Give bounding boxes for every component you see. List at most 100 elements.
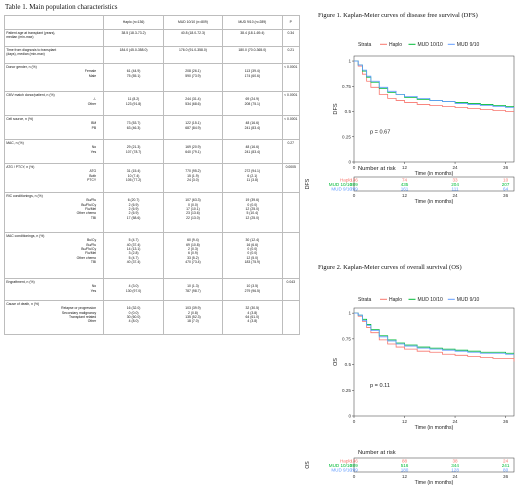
value: 18 (7.0): [187, 319, 199, 324]
value: 40.8 (18.0-72.3): [180, 30, 205, 35]
km-curve-haplo: [354, 312, 515, 362]
row-sublabel: BM: [91, 121, 97, 126]
risk-table-frame: [353, 176, 515, 192]
y-tick-label: 0.75: [342, 336, 351, 341]
legend-entry: MUD 10/10: [418, 42, 444, 48]
header-cell: MUD 10/10 (n=809): [162, 14, 224, 31]
risk-x-tick-label: 36: [503, 193, 509, 198]
header-cell: Haplo (n=136): [103, 14, 164, 31]
value: 29 (21.3): [126, 145, 141, 150]
p-value-cell: [281, 300, 300, 336]
value: 4 (8.0): [128, 319, 139, 324]
risk-count: 64: [503, 187, 509, 192]
risk-row-name: MUD 9/10: [331, 468, 352, 473]
row-label: RIC conditionings, n (%): [6, 193, 43, 198]
x-tick-label: 24: [452, 165, 458, 170]
value: 17 (58.6): [126, 215, 141, 220]
value-cell: 103 (39.9) 2 (0.8) 135 (52.3) 18 (7.0): [162, 300, 224, 336]
p-value-annotation: p = 0.11: [370, 383, 390, 389]
characteristics-table: Haplo (n=136) MUD 10/10 (n=809) MUD 9/10…: [3, 14, 300, 336]
value: 2 (6.9): [128, 211, 139, 216]
value: 16 (32.0): [126, 306, 141, 311]
risk-x-axis-label: Time (in months): [415, 480, 454, 486]
row-sublabel: TBI: [90, 215, 97, 220]
value-cell: 11 (8.2) 123 (91.8): [103, 91, 164, 117]
value: 4 (3.8): [247, 310, 258, 315]
value-cell: 244 (31.4) 534 (68.6): [162, 91, 224, 117]
row-sublabel: Bu/Flu/Cy: [81, 247, 97, 252]
value-cell: 6 (20.7) 2 (6.9) 2 (6.9) 2 (6.9) 17 (58.6): [103, 192, 164, 234]
risk-x-axis-label: Time (in months): [415, 199, 454, 205]
value: 135 (52.3): [185, 315, 201, 320]
value: 10 (1.3): [187, 284, 199, 289]
value: 470 (73.4): [185, 260, 201, 265]
value-cell: 40.8 (18.0-72.3): [162, 29, 224, 48]
value: 6 (20.7): [127, 198, 140, 203]
row-sublabel: Both: [89, 173, 97, 178]
legend-entry: Haplo: [389, 42, 402, 48]
value: 33 (5.2): [187, 255, 199, 260]
value: 183 (75.9): [244, 260, 261, 265]
table-row: MAC conditionings, n (%) Bu/Cy Bu/Flu Bu/Fl…: [3, 232, 300, 280]
row-label-cell: CMV match donor/patient, n (%) -/- Other: [3, 91, 105, 117]
p-value-cell: 0.043: [281, 278, 300, 302]
x-axis-label: Time (in months): [415, 425, 454, 431]
value: 0 (0.0): [247, 251, 258, 256]
x-tick-label: 24: [452, 419, 458, 424]
y-tick-label: 0.5: [345, 109, 352, 114]
risk-count: 80: [503, 468, 509, 473]
p-value-cell: 0.27: [281, 139, 300, 165]
p-value-cell: [281, 192, 300, 234]
value-cell: 10 (1.3) 787 (98.7): [162, 278, 224, 302]
value-cell: 48 (16.6) 241 (83.4): [222, 139, 283, 165]
risk-count: 204: [451, 182, 459, 187]
y-axis-label: OS: [333, 358, 339, 366]
value: 38.5 (18.3-73.2): [121, 30, 146, 35]
value: 17 (10.1): [186, 207, 200, 212]
value: 2 (0.8): [188, 310, 198, 315]
x-axis-label: Time (in months): [415, 171, 454, 177]
value: 5 (10.4): [246, 211, 259, 216]
p-value-annotation: p = 0.67: [370, 129, 390, 135]
y-tick-label: 0.75: [342, 84, 351, 89]
os-km-chart: Strata Haplo MUD 10/10 MUD 9/1000.250.50.75…: [305, 297, 515, 486]
risk-count: 207: [502, 182, 510, 187]
risk-x-tick-label: 24: [452, 193, 458, 198]
value-cell: 29 (21.3) 107 (78.7): [103, 139, 164, 165]
value: 590 (73.9): [185, 73, 201, 78]
risk-count: 33: [452, 178, 458, 183]
value: 48 (16.6): [245, 121, 260, 126]
row-sublabel: Bu/Cy: [86, 238, 97, 243]
y-tick-label: 0.25: [342, 388, 351, 393]
risk-row-name: Haplo: [340, 459, 352, 464]
value: 534 (68.6): [185, 101, 201, 106]
value: 184.0 (45.0-358.0): [119, 47, 148, 52]
p-value: < 0.0001: [284, 64, 298, 69]
row-sublabel: TBI: [90, 260, 97, 265]
risk-count: 38: [452, 459, 458, 464]
risk-count: 241: [502, 463, 510, 468]
value: 4 (3.8): [247, 319, 258, 324]
value: 787 (98.7): [185, 288, 201, 293]
km-curve-mud-10-10: [354, 60, 514, 107]
value: 48 (16.6): [245, 145, 260, 150]
y-tick-label: 0.5: [345, 362, 352, 367]
value: 107 (63.3): [185, 198, 201, 203]
risk-count: 809: [350, 182, 358, 187]
risk-count: 161: [401, 187, 409, 192]
row-label-cell: RIC conditionings, n (%) Bu/Flu Bu/Flu/Cy F…: [3, 192, 105, 234]
x-tick-label: 36: [503, 165, 509, 170]
value-cell: 61 (44.9) 75 (55.1): [103, 63, 164, 93]
value: 15 (1.9): [187, 173, 199, 178]
p-value: < 0.0001: [284, 92, 298, 97]
km-curve-mud-10-10: [354, 312, 514, 354]
value-cell: 272 (94.1) 6 (2.1) 11 (3.8): [222, 163, 283, 194]
row-label: (days), median (min-max): [6, 52, 45, 57]
value: 687 (84.9): [185, 125, 201, 130]
row-sublabel: Other: [87, 101, 97, 106]
risk-count: 111: [452, 187, 459, 192]
risk-count: 74: [402, 178, 408, 183]
table-row: Time from diagnosis to transplant (days),…: [3, 46, 300, 65]
figure-2-title: Figure 2. Kaplan-Meier curves of overall…: [318, 264, 462, 271]
value: 40 (37.4): [126, 242, 141, 247]
